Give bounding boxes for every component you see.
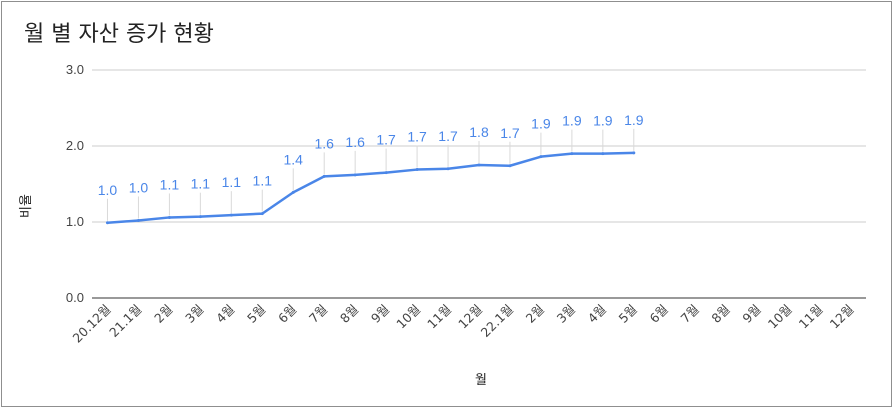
data-point (167, 215, 171, 219)
series-line (107, 151, 634, 225)
data-point (384, 171, 388, 175)
data-label: 1.0 (129, 179, 149, 195)
data-label: 1.9 (593, 113, 613, 129)
data-label: 1.7 (438, 128, 458, 144)
data-point (322, 174, 326, 178)
data-label: 1.6 (314, 135, 334, 151)
x-tick-label: 3월 (554, 302, 578, 326)
x-tick-label: 9월 (739, 302, 763, 326)
data-point (415, 168, 419, 172)
data-point (601, 152, 605, 156)
y-tick-label: 1.0 (66, 214, 84, 229)
y-axis-ticks: 0.0 1.0 2.0 3.0 (66, 62, 84, 305)
x-tick-label: 3월 (182, 302, 206, 326)
data-point (260, 212, 264, 216)
data-point (291, 190, 295, 194)
x-tick-label: 8월 (337, 302, 361, 326)
data-label: 1.6 (345, 134, 365, 150)
data-point (570, 152, 574, 156)
data-label: 1.7 (407, 129, 427, 145)
series-lines (105, 151, 636, 225)
data-point (446, 167, 450, 171)
data-label: 1.4 (284, 151, 304, 167)
data-point (508, 164, 512, 168)
data-label: 1.8 (469, 124, 489, 140)
x-tick-label: 11월 (424, 302, 454, 332)
x-tick-label: 7월 (306, 302, 330, 326)
data-point (136, 218, 140, 222)
x-tick-label: 4월 (585, 302, 609, 326)
x-tick-label: 2월 (523, 302, 547, 326)
y-tick-label: 3.0 (66, 62, 84, 77)
data-point (198, 215, 202, 219)
data-label-leaders (106, 128, 635, 221)
chart-title: 월 별 자산 증가 현황 (24, 22, 214, 47)
x-tick-label: 22.1월 (478, 302, 516, 340)
x-tick-label: 12월 (827, 302, 857, 332)
y-tick-label: 2.0 (66, 138, 84, 153)
y-tick-label: 0.0 (66, 290, 84, 305)
data-label: 1.9 (562, 113, 582, 129)
data-label: 1.9 (531, 116, 551, 132)
y-axis-label: 비율 (19, 194, 34, 218)
data-label: 1.1 (253, 173, 273, 189)
data-label: 1.1 (191, 176, 211, 192)
data-label: 1.0 (98, 182, 118, 198)
data-label: 1.9 (624, 112, 644, 128)
data-point (632, 151, 636, 155)
x-tick-label: 20.12월 (70, 302, 114, 346)
x-tick-label: 6월 (647, 302, 671, 326)
data-point (229, 213, 233, 217)
data-label: 1.1 (222, 174, 242, 190)
x-tick-label: 5월 (244, 302, 268, 326)
x-tick-label: 4월 (213, 302, 237, 326)
x-tick-label: 7월 (677, 302, 701, 326)
x-tick-label: 21.1월 (106, 302, 144, 340)
data-label: 1.7 (376, 132, 396, 148)
x-axis-label: 월 (475, 373, 487, 388)
x-tick-label: 6월 (275, 302, 299, 326)
x-tick-label: 11월 (796, 302, 826, 332)
x-tick-label: 2월 (151, 302, 175, 326)
x-tick-label: 10월 (393, 302, 423, 332)
data-label: 1.7 (500, 125, 520, 141)
data-point (477, 163, 481, 167)
x-tick-label: 9월 (368, 302, 392, 326)
x-tick-label: 10월 (765, 302, 795, 332)
x-tick-label: 8월 (708, 302, 732, 326)
data-label: 1.1 (160, 176, 180, 192)
data-point (353, 173, 357, 177)
data-labels: 1.0 1.0 1.1 1.1 1.1 1.1 1.4 1.6 1.6 1.7 1.7 1.7 1.8 1… (98, 112, 644, 198)
x-tick-label: 5월 (616, 302, 640, 326)
data-point (539, 155, 543, 159)
data-point (105, 221, 109, 225)
